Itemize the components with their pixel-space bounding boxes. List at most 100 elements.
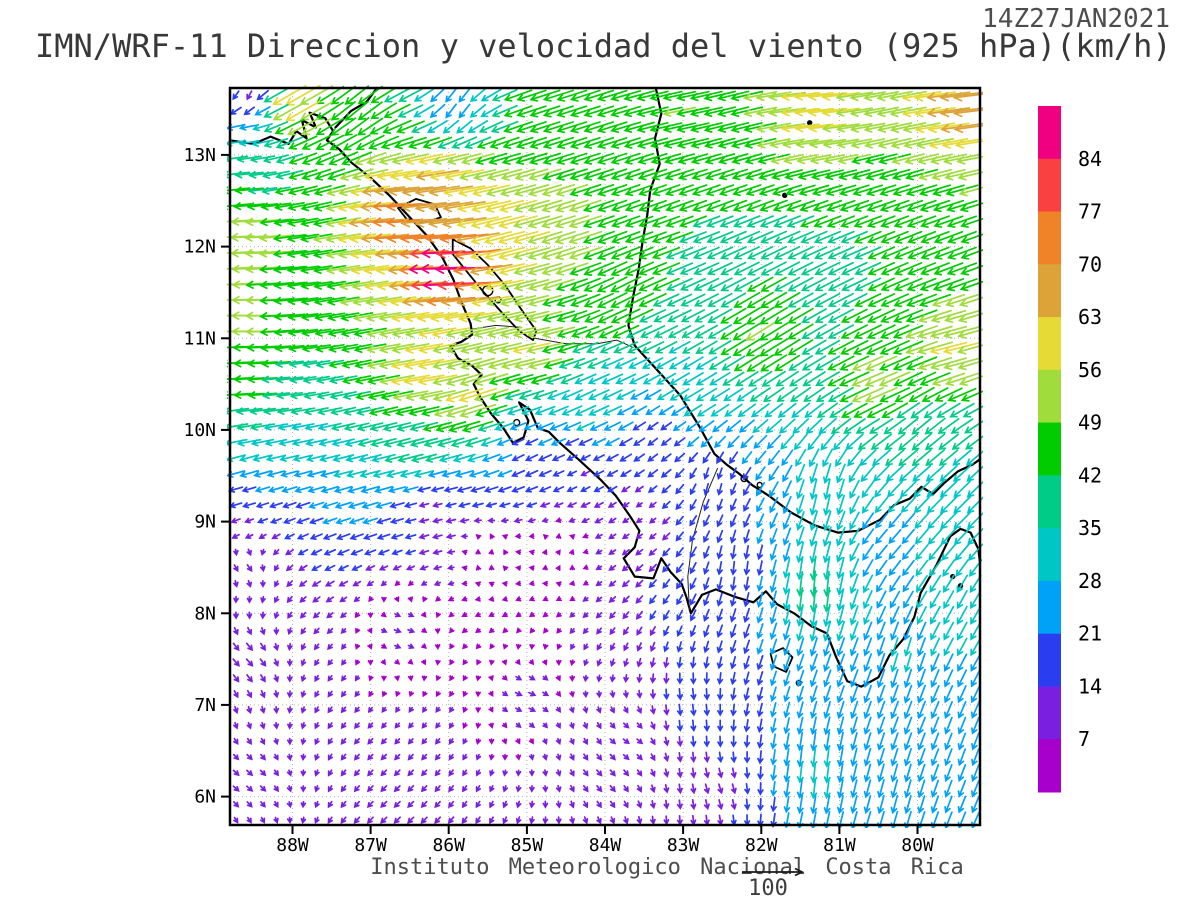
wind-arrow xyxy=(782,605,791,626)
wind-arrow xyxy=(958,375,983,387)
wind-arrow xyxy=(300,690,307,699)
wind-arrow xyxy=(502,690,509,697)
wind-arrow xyxy=(609,753,616,761)
wind-arrow xyxy=(880,215,910,228)
wind-arrow xyxy=(933,246,964,260)
wind-arrow xyxy=(246,611,253,620)
wind-arrow xyxy=(823,778,831,800)
wind-arrow xyxy=(314,328,346,337)
wind-arrow xyxy=(461,627,468,634)
wind-arrow xyxy=(930,763,940,783)
wind-arrow xyxy=(582,580,589,586)
wind-arrow xyxy=(960,390,983,402)
wind-arrow xyxy=(780,433,795,450)
wind-arrow xyxy=(633,453,646,462)
wind-arrow xyxy=(374,249,420,259)
wind-arrow xyxy=(480,88,502,102)
wind-arrow xyxy=(232,90,240,101)
wind-arrow xyxy=(681,340,705,354)
wind-arrow xyxy=(768,123,806,133)
wind-arrow xyxy=(285,564,294,572)
wind-arrow xyxy=(340,737,347,745)
wind-arrow xyxy=(366,580,374,587)
wind-arrow xyxy=(434,785,441,793)
wind-arrow xyxy=(917,779,926,799)
wind-arrow xyxy=(353,800,361,809)
wind-arrow xyxy=(940,527,957,546)
wind-arrow xyxy=(355,659,361,666)
wind-arrow xyxy=(720,339,747,356)
wind-arrow xyxy=(730,751,737,764)
wind-arrow xyxy=(407,136,440,150)
wind-arrow xyxy=(743,750,751,764)
wind-arrow xyxy=(930,700,940,720)
wind-arrow xyxy=(905,356,938,371)
wind-arrow xyxy=(860,464,876,483)
wind-arrow xyxy=(462,643,468,650)
wind-arrow xyxy=(542,548,548,556)
wind-arrow xyxy=(337,564,349,572)
wind-arrow xyxy=(782,621,791,641)
wind-arrow xyxy=(506,405,530,416)
wind-arrow xyxy=(399,233,448,244)
wind-arrow xyxy=(246,90,253,101)
wind-arrow xyxy=(478,120,504,134)
wind-arrow xyxy=(639,309,667,323)
wind-arrow xyxy=(529,769,535,777)
wind-arrow xyxy=(233,579,239,588)
wind-arrow xyxy=(672,421,687,432)
wind-arrow xyxy=(651,262,681,276)
wind-arrow xyxy=(459,372,497,387)
wind-arrow xyxy=(917,700,926,720)
wind-arrow xyxy=(689,483,697,496)
wind-arrow xyxy=(915,575,928,593)
wind-arrow xyxy=(706,261,733,276)
wind-arrow xyxy=(623,90,655,102)
wind-arrow xyxy=(249,407,276,415)
wind-arrow xyxy=(714,435,727,449)
wind-arrow xyxy=(809,637,818,657)
wind-arrow xyxy=(883,417,907,435)
wind-arrow xyxy=(598,324,627,339)
wind-arrow xyxy=(943,685,954,704)
wind-arrow xyxy=(314,785,320,793)
wind-arrow xyxy=(689,499,697,511)
wind-arrow xyxy=(583,292,614,308)
wind-arrow xyxy=(915,544,929,561)
wind-arrow xyxy=(473,168,510,181)
wind-arrow xyxy=(555,183,589,197)
wind-arrow xyxy=(649,122,683,133)
wind-arrow xyxy=(281,486,298,494)
wind-arrow xyxy=(427,470,448,478)
wind-arrow xyxy=(327,659,334,666)
wind-arrow xyxy=(926,480,945,498)
wind-arrow xyxy=(317,406,343,416)
wind-arrow xyxy=(555,596,562,602)
wind-arrow xyxy=(956,605,968,625)
wind-arrow xyxy=(622,611,630,620)
wind-arrow xyxy=(359,201,408,212)
wind-arrow xyxy=(307,485,326,494)
wind-arrow xyxy=(837,762,845,784)
wind-arrow xyxy=(838,169,871,181)
wind-arrow xyxy=(663,641,670,653)
wind-arrow xyxy=(513,278,550,292)
wind-arrow xyxy=(273,721,280,730)
wind-arrow xyxy=(380,627,388,633)
wind-arrow xyxy=(420,769,428,777)
wind-arrow xyxy=(661,532,671,541)
wind-arrow xyxy=(435,675,441,682)
wind-arrow xyxy=(680,293,706,307)
wind-arrow xyxy=(569,627,576,635)
wind-arrow xyxy=(849,605,859,626)
wind-arrow xyxy=(527,310,563,323)
wind-arrow xyxy=(826,215,856,228)
wind-arrow xyxy=(515,816,522,825)
colorbar-segment xyxy=(1038,686,1061,740)
wind-arrow xyxy=(435,706,441,713)
wind-arrow xyxy=(689,561,697,575)
wind-arrow xyxy=(624,199,654,212)
wind-arrow xyxy=(435,421,467,433)
wind-arrow xyxy=(636,673,643,684)
y-tick-label: 10N xyxy=(183,420,216,441)
